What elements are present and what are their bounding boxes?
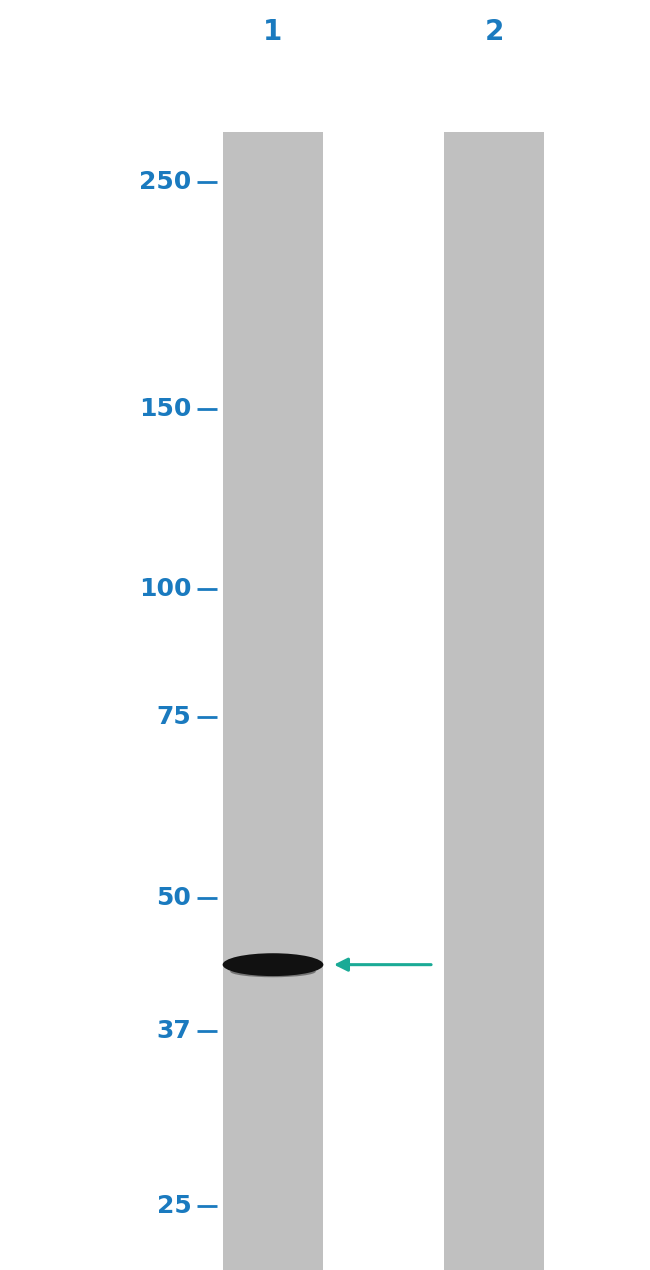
Text: 250: 250 bbox=[139, 170, 191, 194]
Text: 50: 50 bbox=[157, 885, 191, 909]
Text: 1: 1 bbox=[263, 18, 283, 46]
Bar bbox=[443, 132, 545, 1270]
Text: 150: 150 bbox=[139, 398, 191, 422]
Ellipse shape bbox=[230, 965, 316, 977]
Text: 100: 100 bbox=[139, 578, 191, 602]
Text: 75: 75 bbox=[157, 705, 191, 729]
Text: 25: 25 bbox=[157, 1194, 191, 1218]
Text: 2: 2 bbox=[484, 18, 504, 46]
Text: 37: 37 bbox=[157, 1020, 191, 1044]
Ellipse shape bbox=[222, 954, 324, 977]
Bar bbox=[222, 132, 323, 1270]
